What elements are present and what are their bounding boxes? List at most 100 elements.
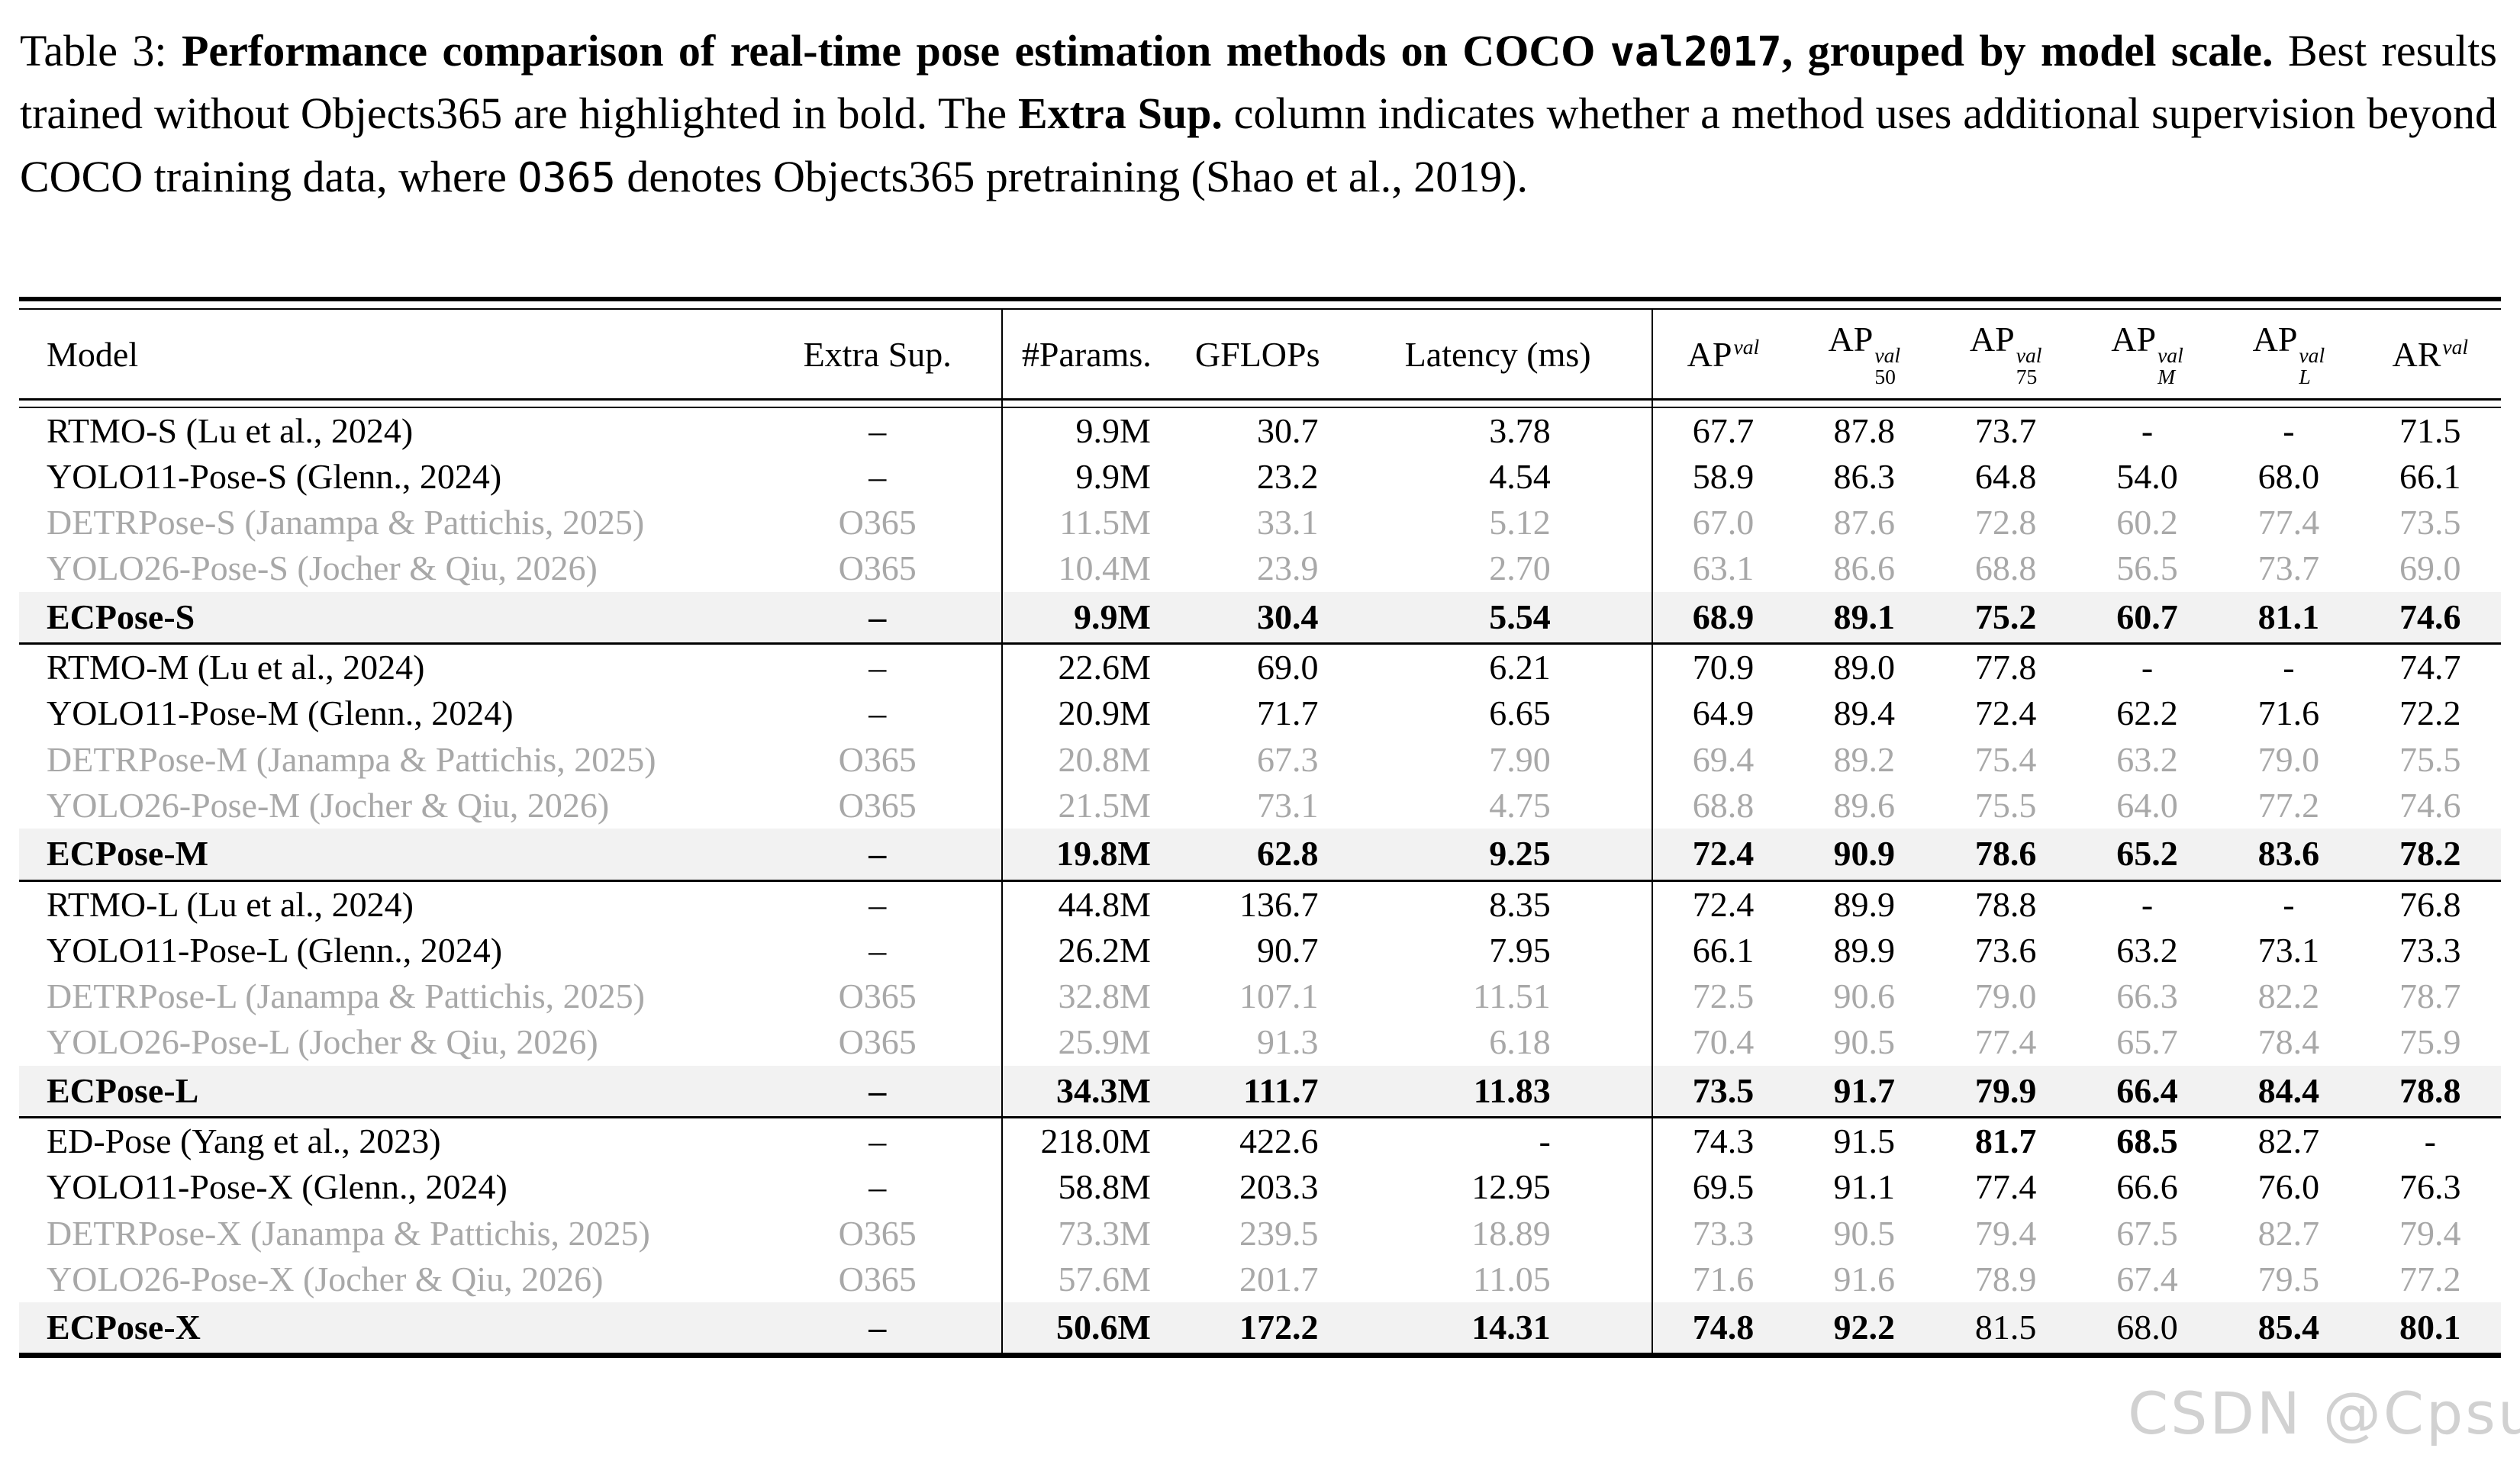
metric-supsub: val 75	[2016, 343, 2042, 389]
ap75-cell: 78.8	[1974, 884, 2037, 924]
gflops-cell: 23.2	[1257, 456, 1319, 496]
metric-base: AP	[2111, 320, 2157, 359]
extra-sup-cell: –	[753, 407, 1003, 454]
table-row: DETRPose-L (Janampa & Pattichis, 2025) O3…	[19, 973, 2501, 1020]
caption-segment: Best results trained without Objects365 …	[20, 26, 2497, 139]
table-rule-cell	[1001, 1115, 1653, 1118]
column-header-ar: ARval	[2360, 310, 2501, 397]
column-header-ap75: AP val 75	[1935, 310, 2076, 397]
table-rule-group	[19, 879, 2501, 882]
ap50-cell: 86.3	[1833, 456, 1896, 496]
apl-cell: 79.5	[2257, 1259, 2320, 1298]
extra-sup-cell: O365	[753, 500, 1003, 546]
ap50-cell: 90.6	[1833, 977, 1896, 1016]
ar-cell: -	[2424, 1121, 2436, 1160]
apm-cell: 54.0	[2116, 456, 2178, 496]
params-cell: 50.6M	[1001, 1302, 1171, 1353]
metric-supsub: val L	[2299, 343, 2325, 389]
ap50-cell: 89.4	[1833, 693, 1896, 733]
ap75-cell: 78.6	[1935, 829, 2077, 880]
ap-cell: 68.9	[1652, 591, 1794, 643]
ap75-cell: 73.7	[1974, 410, 2037, 450]
table-row: DETRPose-M (Janampa & Pattichis, 2025) O3…	[19, 736, 2501, 783]
model-cell: DETRPose-L (Janampa & Pattichis, 2025)	[47, 977, 645, 1016]
gflops-cell: 71.7	[1257, 693, 1319, 733]
apl-cell: 81.1	[2218, 591, 2360, 643]
ap-cell: 64.9	[1692, 693, 1755, 733]
ap75-cell: 75.2	[1935, 591, 2077, 643]
ar-cell: 76.3	[2399, 1167, 2461, 1207]
results-table-wrap: Model Extra Sup. #Params. GFLOPs Latency (ms…	[19, 297, 2501, 1359]
params-cell: 11.5M	[1059, 503, 1151, 542]
metric-base: AP	[2252, 320, 2298, 359]
caption-segment: Performance comparison of real-time pose…	[182, 26, 1610, 76]
table-rule-headsep	[19, 397, 2501, 408]
params-cell: 19.8M	[1001, 829, 1171, 880]
ap75-cell: 68.8	[1974, 549, 2037, 588]
gflops-cell: 422.6	[1239, 1121, 1319, 1160]
ap-cell: 73.5	[1652, 1065, 1794, 1116]
column-header-extra-sup: Extra Sup.	[753, 310, 1003, 398]
caption-segment: O365	[517, 153, 616, 201]
apm-cell: 68.0	[2076, 1302, 2219, 1353]
model-cell: DETRPose-S (Janampa & Pattichis, 2025)	[47, 503, 645, 542]
latency-cell: 14.31	[1344, 1302, 1653, 1353]
params-cell: 21.5M	[1058, 785, 1151, 825]
model-cell: RTMO-S (Lu et al., 2024)	[47, 410, 414, 450]
extra-sup-cell: –	[753, 1164, 1003, 1211]
ap50-cell: 89.2	[1833, 739, 1896, 779]
extra-sup-cell: O365	[753, 1256, 1003, 1303]
extra-sup-cell: –	[753, 690, 1003, 737]
gflops-cell: 73.1	[1257, 785, 1319, 825]
apm-cell: 63.2	[2116, 739, 2178, 779]
apm-cell: 66.6	[2116, 1167, 2178, 1207]
caption-segment: Table 3:	[20, 26, 182, 76]
latency-cell: 12.95	[1344, 1164, 1653, 1211]
table-row: YOLO26-Pose-S (Jocher & Qiu, 2026) O365 10…	[19, 545, 2501, 592]
table-rule-cell	[1001, 879, 1653, 882]
extra-sup-cell: –	[753, 591, 1003, 643]
params-cell: 32.8M	[1058, 977, 1151, 1016]
ap50-cell: 89.9	[1833, 884, 1896, 924]
model-cell: ECPose-S	[19, 591, 754, 643]
table-rule-cell	[19, 879, 1003, 882]
ap-cell: 74.8	[1652, 1302, 1794, 1353]
column-header-latency: Latency (ms)	[1344, 310, 1653, 398]
ap-cell: 70.4	[1692, 1022, 1755, 1062]
ap-cell: 63.1	[1692, 549, 1755, 588]
latency-cell: 4.75	[1344, 782, 1653, 829]
model-cell: RTMO-L (Lu et al., 2024)	[47, 884, 414, 924]
table-row: YOLO11-Pose-M (Glenn., 2024) – 20.9M 71.7 6.…	[19, 690, 2501, 737]
apl-cell: 68.0	[2257, 456, 2320, 496]
ap75-cell: 75.5	[1974, 785, 2037, 825]
ap75-cell: 79.0	[1974, 977, 2037, 1016]
extra-sup-cell: O365	[753, 736, 1003, 783]
column-header-ap: APval	[1652, 310, 1793, 397]
ar-cell: 78.7	[2399, 977, 2461, 1016]
latency-cell: 11.05	[1344, 1256, 1653, 1303]
table-row: DETRPose-X (Janampa & Pattichis, 2025) O3…	[19, 1210, 2501, 1257]
apm-cell: 68.5	[2116, 1121, 2178, 1160]
apl-cell: 79.0	[2257, 739, 2320, 779]
model-cell: YOLO26-Pose-X (Jocher & Qiu, 2026)	[47, 1259, 604, 1298]
apm-cell: -	[2141, 884, 2154, 924]
params-cell: 20.9M	[1058, 693, 1151, 733]
gflops-cell: 201.7	[1239, 1259, 1319, 1298]
ap-cell: 73.3	[1692, 1213, 1755, 1253]
ar-cell: 72.2	[2399, 693, 2461, 733]
column-header-model: Model	[47, 334, 139, 374]
apl-cell: 77.2	[2257, 785, 2320, 825]
ap50-cell: 91.1	[1833, 1167, 1896, 1207]
ar-cell: 78.8	[2359, 1065, 2501, 1116]
table-rule-cell	[1652, 642, 2501, 645]
ap75-cell: 77.4	[1974, 1022, 2037, 1062]
params-cell: 34.3M	[1001, 1065, 1171, 1116]
gflops-cell: 62.8	[1170, 829, 1345, 880]
ar-cell: 73.3	[2399, 930, 2461, 970]
model-cell: ED-Pose (Yang et al., 2023)	[47, 1121, 441, 1160]
table-row: ECPose-S –9.9M 30.4 5.54 68.9 89.1 75.2 60.7 81.…	[19, 591, 2501, 643]
page: Table 3: Performance comparison of real-…	[0, 20, 2520, 1461]
ar-cell: 75.5	[2399, 739, 2461, 779]
table-rule-cell	[19, 642, 1003, 645]
latency-cell: 6.65	[1344, 690, 1653, 737]
